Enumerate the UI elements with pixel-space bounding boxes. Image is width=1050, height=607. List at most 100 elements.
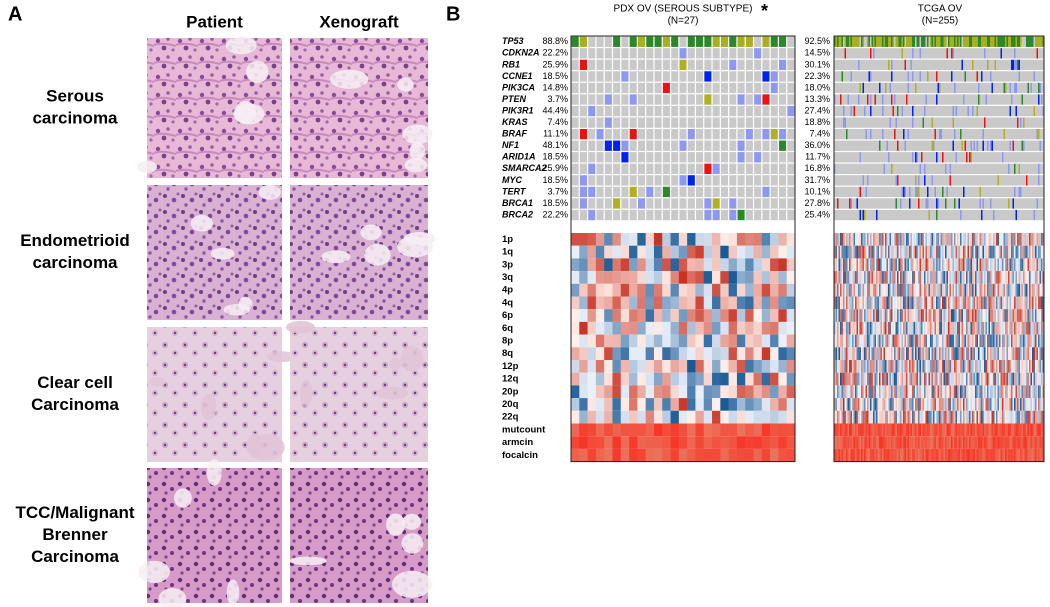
mutation-cell [621, 94, 628, 104]
mutation-cell [882, 117, 884, 127]
cnv-cell [629, 233, 638, 246]
mutation-cell [992, 48, 994, 58]
mutation-cell [857, 71, 859, 81]
mutation-cell [989, 71, 991, 81]
mutation-cell [762, 48, 769, 58]
mutation-cell [842, 60, 844, 70]
mutation-cell [933, 106, 935, 116]
mutation-cell [864, 71, 866, 81]
cnv-label: 3p [502, 259, 513, 270]
mutation-cell [917, 152, 919, 162]
mutation-cell [926, 175, 928, 185]
mutation-cell [989, 175, 991, 185]
mutation-cell [762, 198, 769, 208]
mutation-cell [909, 106, 911, 116]
tissue-space [404, 232, 436, 245]
cnv-cell [579, 258, 588, 271]
mutation-cell [671, 71, 678, 81]
mutation-cell [935, 71, 937, 81]
mutation-cell [849, 106, 851, 116]
mutation-cell [947, 71, 949, 81]
mutation-cell [968, 198, 970, 208]
mutation-cell [915, 117, 917, 127]
cnv-label: 22q [502, 412, 519, 423]
mutation-cell [721, 60, 728, 70]
mutation-cell [891, 210, 893, 220]
gene-label: RB1 [502, 59, 520, 69]
mutation-cell [959, 37, 961, 47]
cnv-cell [646, 449, 655, 462]
mutation-cell [933, 117, 935, 127]
mutation-cell [947, 152, 949, 162]
mutation-cell [876, 175, 878, 185]
mutation-cell [977, 106, 979, 116]
mutation-cell [900, 94, 902, 104]
cnv-cell [604, 233, 613, 246]
mutation-cell [897, 187, 899, 197]
cnv-cell [770, 233, 779, 246]
mutation-cell [993, 152, 995, 162]
mutation-cell [905, 210, 907, 220]
pdx-frequency: 18.5% [542, 175, 568, 185]
cnv-cell [762, 297, 771, 310]
cnv-cell [737, 385, 746, 398]
mutation-cell [663, 187, 670, 197]
mutation-cell [929, 187, 931, 197]
mutation-cell [858, 94, 860, 104]
cnv-cell [596, 297, 605, 310]
pdx-title: PDX OV (SEROUS SUBTYPE) [614, 4, 753, 15]
mutation-cell [860, 94, 862, 104]
mutation-cell [975, 175, 977, 185]
mutation-cell [915, 37, 917, 47]
cnv-cell [579, 449, 588, 462]
mutation-cell [754, 71, 761, 81]
mutation-cell [923, 164, 925, 174]
mutation-cell [995, 152, 997, 162]
mutation-cell [888, 83, 890, 93]
mutation-cell [914, 152, 916, 162]
mutation-cell [580, 117, 587, 127]
mutation-cell [992, 37, 994, 47]
mutation-cell [839, 152, 841, 162]
mutation-cell [861, 141, 863, 151]
pdx-frequency: 22.2% [542, 48, 568, 58]
mutation-cell [974, 60, 976, 70]
mutation-cell [951, 60, 953, 70]
mutation-cell [887, 71, 889, 81]
mutation-cell [930, 60, 932, 70]
mutation-cell [980, 117, 982, 127]
mutation-cell [975, 60, 977, 70]
mutation-cell [1007, 37, 1009, 47]
mutation-cell [855, 164, 857, 174]
mutation-cell [890, 94, 892, 104]
mutation-cell [572, 152, 579, 162]
mutation-cell [990, 210, 992, 220]
mutation-cell [896, 210, 898, 220]
mutation-cell [688, 210, 695, 220]
mutation-cell [920, 164, 922, 174]
mutation-cell [754, 106, 761, 116]
mutation-cell [896, 94, 898, 104]
mutation-cell [882, 152, 884, 162]
mutation-cell [754, 175, 761, 185]
mutation-cell [861, 210, 863, 220]
mutation-cell [986, 106, 988, 116]
mutation-cell [836, 141, 838, 151]
mutation-cell [836, 198, 838, 208]
mutation-cell [896, 129, 898, 139]
mutation-cell [921, 37, 923, 47]
mutation-cell [947, 210, 949, 220]
mutation-cell [837, 117, 839, 127]
mutation-cell [721, 164, 728, 174]
cnv-cell [745, 322, 754, 335]
mutation-cell [968, 71, 970, 81]
mutation-cell [948, 141, 950, 151]
mutation-cell [613, 187, 620, 197]
cnv-cell [695, 385, 704, 398]
mutation-cell [996, 94, 998, 104]
mutation-cell [721, 152, 728, 162]
mutation-cell [957, 175, 959, 185]
mutation-cell [580, 198, 587, 208]
mutation-cell [999, 187, 1001, 197]
mutation-cell [920, 175, 922, 185]
